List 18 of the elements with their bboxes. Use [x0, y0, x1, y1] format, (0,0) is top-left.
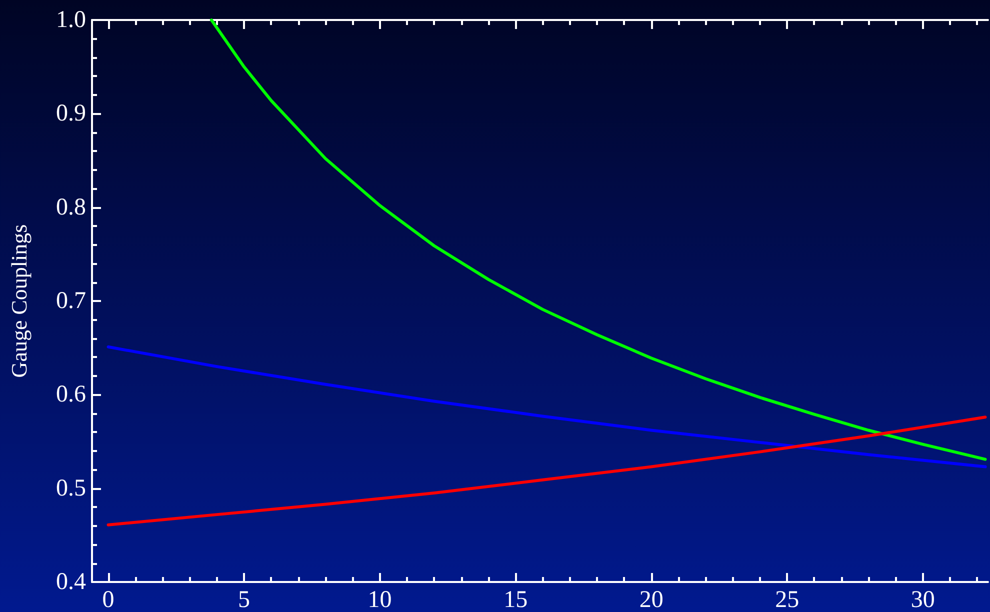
y-tick-label: 0.9: [56, 100, 86, 127]
y-tick-label: 0.6: [56, 382, 86, 408]
x-tick-label: 5: [238, 587, 250, 612]
x-tick-label: 25: [775, 587, 800, 612]
line-series: [106, 345, 987, 468]
y-tick-label: 0.8: [56, 194, 86, 220]
x-tick-label: 0: [102, 587, 114, 612]
y-tick-label: 0.4: [56, 569, 86, 595]
line-series: [106, 416, 987, 526]
x-tick-label: 10: [368, 587, 392, 612]
y-tick-label: 1.0: [56, 7, 86, 33]
x-tick-label: 20: [639, 587, 664, 612]
line-series: [210, 18, 987, 461]
x-tick-label: 15: [504, 587, 528, 612]
y-tick-label: 0.7: [56, 288, 86, 314]
y-tick-label: 0.5: [56, 475, 86, 502]
x-tick-label: 30: [910, 587, 935, 612]
y-axis-title: Gauge Couplings: [6, 224, 32, 378]
